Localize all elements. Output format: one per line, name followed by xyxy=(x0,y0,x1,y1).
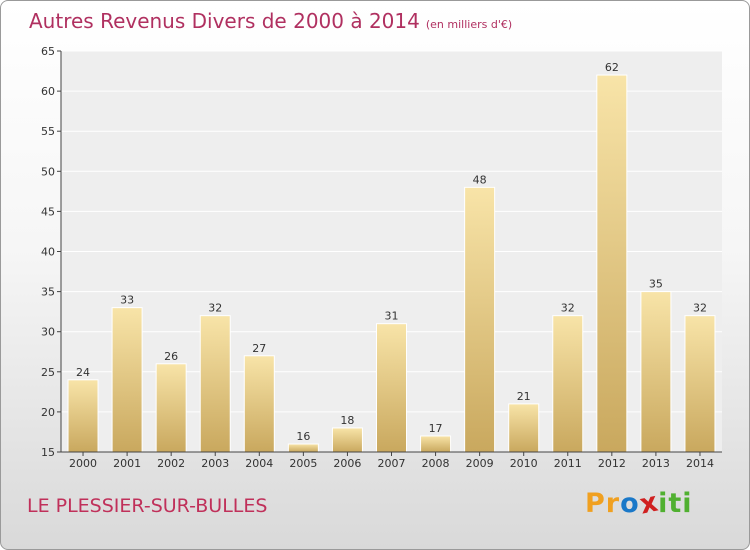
data-label: 35 xyxy=(649,278,663,291)
chart-title: Autres Revenus Divers de 2000 à 2014 (en … xyxy=(29,9,512,33)
data-label: 18 xyxy=(340,414,354,427)
bar xyxy=(508,403,540,453)
bar xyxy=(640,291,672,453)
x-tick-label: 2008 xyxy=(422,457,450,470)
x-tick-label: 2005 xyxy=(289,457,317,470)
y-tick-label: 25 xyxy=(41,366,55,379)
data-label: 24 xyxy=(76,366,90,379)
data-label: 26 xyxy=(164,350,178,363)
title-unit: (en milliers d'€) xyxy=(425,18,513,31)
bar xyxy=(199,315,231,453)
bar xyxy=(155,363,187,453)
logo-letter: i xyxy=(682,488,693,519)
y-tick-label: 60 xyxy=(41,85,55,98)
x-tick-label: 2012 xyxy=(598,457,626,470)
y-tick-label: 20 xyxy=(41,406,55,419)
bar xyxy=(376,323,407,453)
data-label: 27 xyxy=(252,342,266,355)
bar xyxy=(67,379,99,453)
data-label: 62 xyxy=(605,61,619,74)
proxiti-logo: Proxiti xyxy=(585,486,693,520)
bar xyxy=(287,443,319,453)
x-tick-label: 2009 xyxy=(466,457,494,470)
bar xyxy=(331,427,363,453)
y-tick-label: 35 xyxy=(41,286,55,299)
x-tick-label: 2003 xyxy=(201,457,229,470)
logo-letter: o xyxy=(620,488,640,519)
bar xyxy=(552,315,584,453)
data-label: 32 xyxy=(561,302,575,315)
data-label: 33 xyxy=(120,294,134,307)
logo-letter: i xyxy=(658,488,669,519)
data-label: 48 xyxy=(473,173,487,186)
bar xyxy=(596,74,628,453)
x-tick-label: 2002 xyxy=(157,457,185,470)
x-tick-label: 2007 xyxy=(378,457,406,470)
x-tick-label: 2001 xyxy=(113,457,141,470)
logo-letter: r xyxy=(605,488,621,519)
y-tick-label: 15 xyxy=(41,446,55,459)
y-tick-label: 40 xyxy=(41,246,55,259)
x-tick-label: 2014 xyxy=(686,457,714,470)
bar xyxy=(684,315,716,453)
data-label: 32 xyxy=(208,302,222,315)
x-tick-label: 2004 xyxy=(245,457,273,470)
x-tick-label: 2011 xyxy=(554,457,582,470)
location-label: LE PLESSIER-SUR-BULLES xyxy=(27,495,268,517)
x-tick-label: 2013 xyxy=(642,457,670,470)
logo-letter: P xyxy=(585,488,606,519)
y-tick-label: 45 xyxy=(41,205,55,218)
y-tick-label: 30 xyxy=(41,326,55,339)
x-tick-label: 2006 xyxy=(333,457,361,470)
x-tick-labels: 2000 2001 2002 2003 2004 2005 2006 2007 2008 2009… xyxy=(69,452,714,470)
data-label: 31 xyxy=(385,310,399,323)
bar xyxy=(420,435,452,453)
x-tick-label: 2010 xyxy=(510,457,538,470)
bar xyxy=(464,186,496,453)
y-tick-label: 50 xyxy=(41,165,55,178)
y-tick-label: 55 xyxy=(41,125,55,138)
data-label: 32 xyxy=(693,302,707,315)
title-main: Autres Revenus Divers de 2000 à 2014 xyxy=(29,9,420,33)
bar xyxy=(111,307,143,453)
y-tick-label: 65 xyxy=(41,45,55,58)
y-tick-labels: 15 20 25 30 35 40 45 50 55 60 65 xyxy=(41,45,61,459)
bar xyxy=(243,355,275,453)
data-label: 16 xyxy=(296,430,310,443)
logo-letter: t xyxy=(668,488,683,519)
data-label: 17 xyxy=(429,422,443,435)
x-tick-label: 2000 xyxy=(69,457,97,470)
data-label: 21 xyxy=(517,390,531,403)
data-labels: 24 33 26 32 27 16 18 31 17 48 21 32 62 35 32 xyxy=(76,61,707,443)
